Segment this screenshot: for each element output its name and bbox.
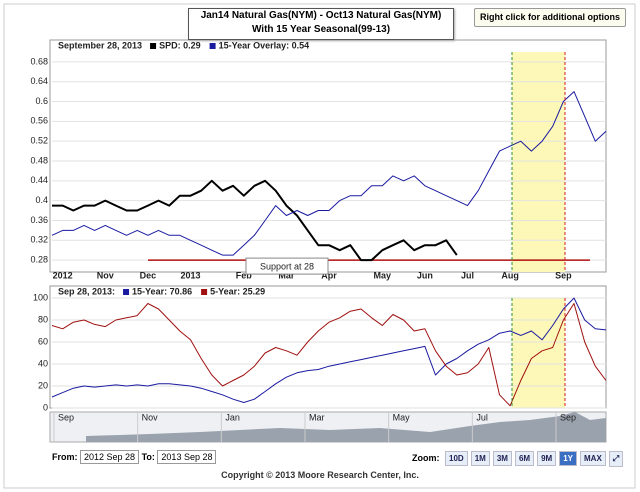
y-tick-label: 0.6	[35, 96, 48, 106]
x-tick-label: Mar	[278, 270, 295, 280]
navigator-label: Sep	[560, 412, 576, 422]
x-tick-label: Sep	[555, 270, 572, 280]
y-tick-label: 0.4	[35, 195, 48, 205]
options-button[interactable]: Right click for additional options	[474, 8, 626, 27]
series-line	[52, 179, 458, 262]
x-tick-label: 2012	[53, 270, 73, 280]
fullscreen-button[interactable]: ⤢	[608, 451, 624, 467]
navigator-label: Nov	[142, 412, 159, 422]
zoom-label: Zoom:	[412, 453, 440, 463]
highlight-band	[512, 52, 565, 272]
y-tick-label: 0.68	[30, 56, 48, 66]
copyright: Copyright © 2013 Moore Research Center, …	[221, 470, 419, 480]
to-label: To:	[141, 452, 155, 462]
y-tick-label: 0.44	[30, 175, 48, 185]
y-tick-label: 0	[43, 402, 48, 412]
from-label: From:	[52, 452, 78, 462]
navigator-label: Jan	[225, 412, 240, 422]
y-tick-label: 80	[38, 314, 48, 324]
navigator: Sep Nov Jan Mar May Jul Sep	[49, 411, 607, 443]
zoom-button[interactable]: 1M	[470, 451, 490, 466]
title-box: Jan14 Natural Gas(NYM) - Oct13 Natural G…	[188, 8, 454, 40]
y-tick-label: 0.64	[30, 76, 48, 86]
y-tick-label: 100	[33, 292, 48, 302]
legend-title: Sep 28, 2013:	[58, 286, 115, 296]
x-tick-label: 2013	[180, 270, 200, 280]
zoom-button[interactable]: 3M	[492, 451, 512, 466]
legend-label: SPD: 0.29	[159, 40, 201, 50]
legend-swatch	[123, 289, 130, 295]
x-tick-label: Nov	[97, 270, 114, 280]
legend-title: September 28, 2013	[58, 40, 142, 50]
legend-swatch	[201, 289, 208, 295]
y-tick-label: 0.28	[30, 254, 48, 264]
legend-label: 15-Year Overlay: 0.54	[219, 40, 310, 50]
y-tick-label: 60	[38, 336, 48, 346]
legend-label: 5-Year: 25.29	[210, 286, 265, 296]
zoom-button[interactable]: 10D	[445, 451, 468, 466]
series-line	[51, 297, 607, 403]
y-tick-label: 0.36	[30, 215, 48, 225]
series-line	[51, 303, 607, 407]
zoom-button[interactable]: MAX	[580, 451, 606, 466]
legend-swatch	[209, 43, 216, 49]
y-tick-label: 0.48	[30, 155, 48, 165]
zoom-bar: Zoom: 10D 1M 3M 6M 9M 1Y MAX ⤢	[412, 451, 624, 467]
y-tick-label: 0.56	[30, 116, 48, 126]
zoom-button[interactable]: 6M	[514, 451, 535, 466]
support-label-box	[245, 257, 329, 275]
x-tick-label: May	[374, 270, 392, 280]
navigator-label: May	[393, 412, 411, 422]
series-line	[51, 91, 607, 256]
from-input[interactable]: 2012 Sep 28	[80, 450, 140, 464]
frame	[3, 3, 636, 489]
support-label: Support at 28	[260, 261, 314, 271]
navigator-label: Sep	[58, 412, 74, 422]
chart-subtitle: With 15 Year Seasonal(99-13)	[251, 24, 391, 35]
x-tick-label: Jul	[461, 270, 474, 280]
y-tick-label: 0.32	[30, 235, 48, 245]
date-range: From: 2012 Sep 28 To: 2013 Sep 28	[52, 450, 217, 464]
plot-layer: 0.28 0.32 0.36 0.4 0.44 0.48 0.52 0.56 0.6 0.64 0.…	[30, 40, 607, 412]
y-tick-label: 20	[38, 380, 48, 390]
navigator-label: Mar	[309, 412, 325, 422]
y-tick-label: 0.52	[30, 136, 48, 146]
x-tick-label: Jun	[417, 270, 433, 280]
to-input[interactable]: 2013 Sep 28	[157, 450, 217, 464]
legend-label: 15-Year: 70.86	[132, 286, 192, 296]
zoom-button[interactable]: 9M	[537, 451, 557, 466]
x-tick-label: Feb	[236, 270, 253, 280]
navigator-area	[86, 412, 606, 442]
x-tick-label: Aug	[501, 270, 519, 280]
x-tick-label: Dec	[140, 270, 157, 280]
zoom-button[interactable]: 1Y	[559, 451, 577, 466]
legend-swatch	[150, 43, 157, 49]
chart-title: Jan14 Natural Gas(NYM) - Oct13 Natural G…	[200, 10, 442, 21]
y-tick-label: 40	[38, 358, 48, 368]
navigator-label: Jul	[476, 412, 488, 422]
x-tick-label: Apr	[321, 270, 337, 280]
